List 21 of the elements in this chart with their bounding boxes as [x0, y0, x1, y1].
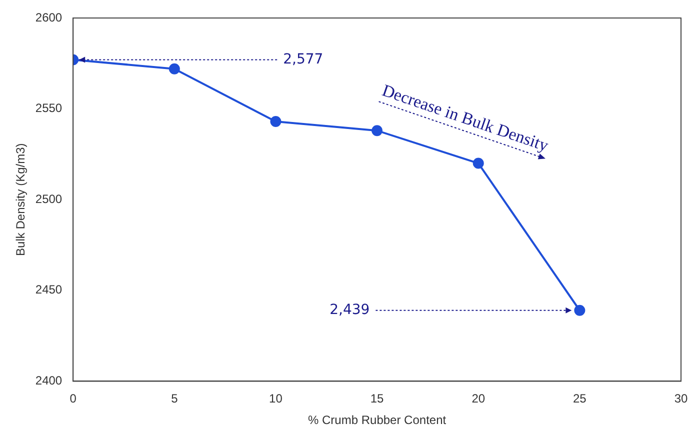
x-tick-label: 30	[674, 392, 688, 406]
point	[472, 158, 484, 169]
x-tick-label: 25	[573, 392, 587, 406]
x-axis-title: % Crumb Rubber Content	[308, 413, 447, 428]
x-tick-label: 10	[269, 392, 283, 406]
x-tick-label: 15	[370, 392, 384, 406]
x-tick-label: 20	[472, 392, 486, 406]
annotation: 2,439	[330, 302, 370, 318]
y-tick-label: 2450	[35, 282, 62, 297]
y-tick-label: 2500	[35, 192, 62, 206]
point	[168, 63, 180, 74]
point	[574, 304, 586, 316]
y-axis-title: Bulk Density (Kg/m3)	[14, 143, 28, 256]
point	[270, 116, 282, 128]
point	[372, 125, 383, 136]
y-tick-label: 2400	[35, 374, 62, 388]
y-tick-label: 2600	[35, 10, 62, 24]
x-tick-label: 5	[171, 392, 178, 406]
y-tick-label: 2550	[35, 101, 62, 116]
x-tick-label: 0	[70, 392, 77, 406]
annotation: 2,577	[283, 51, 324, 68]
